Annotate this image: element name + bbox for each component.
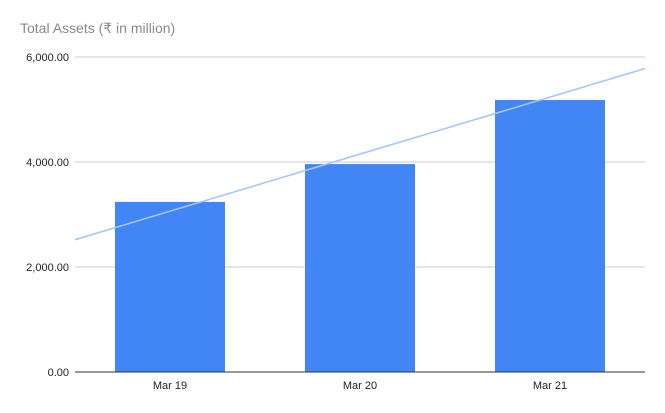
trendline (74, 67, 646, 241)
y-tick-label: 4,000.00 (26, 157, 69, 169)
x-tick-label: Mar 20 (343, 380, 377, 392)
bar (495, 100, 605, 373)
bar (305, 164, 415, 372)
axis-layer: 0.00 2,000.00 4,000.00 6,000.00 Mar 19 Mar 20… (26, 52, 645, 392)
bar (115, 201, 225, 372)
trend-layer (74, 67, 646, 241)
y-tick-label: 6,000.00 (26, 52, 69, 64)
bar-layer (115, 100, 605, 373)
x-tick-label: Mar 21 (533, 380, 567, 392)
y-tick-label: 2,000.00 (26, 262, 69, 274)
y-tick-label: 0.00 (48, 367, 69, 379)
x-tick-label: Mar 19 (153, 380, 187, 392)
chart-title: Total Assets (₹ in million) (20, 20, 176, 36)
